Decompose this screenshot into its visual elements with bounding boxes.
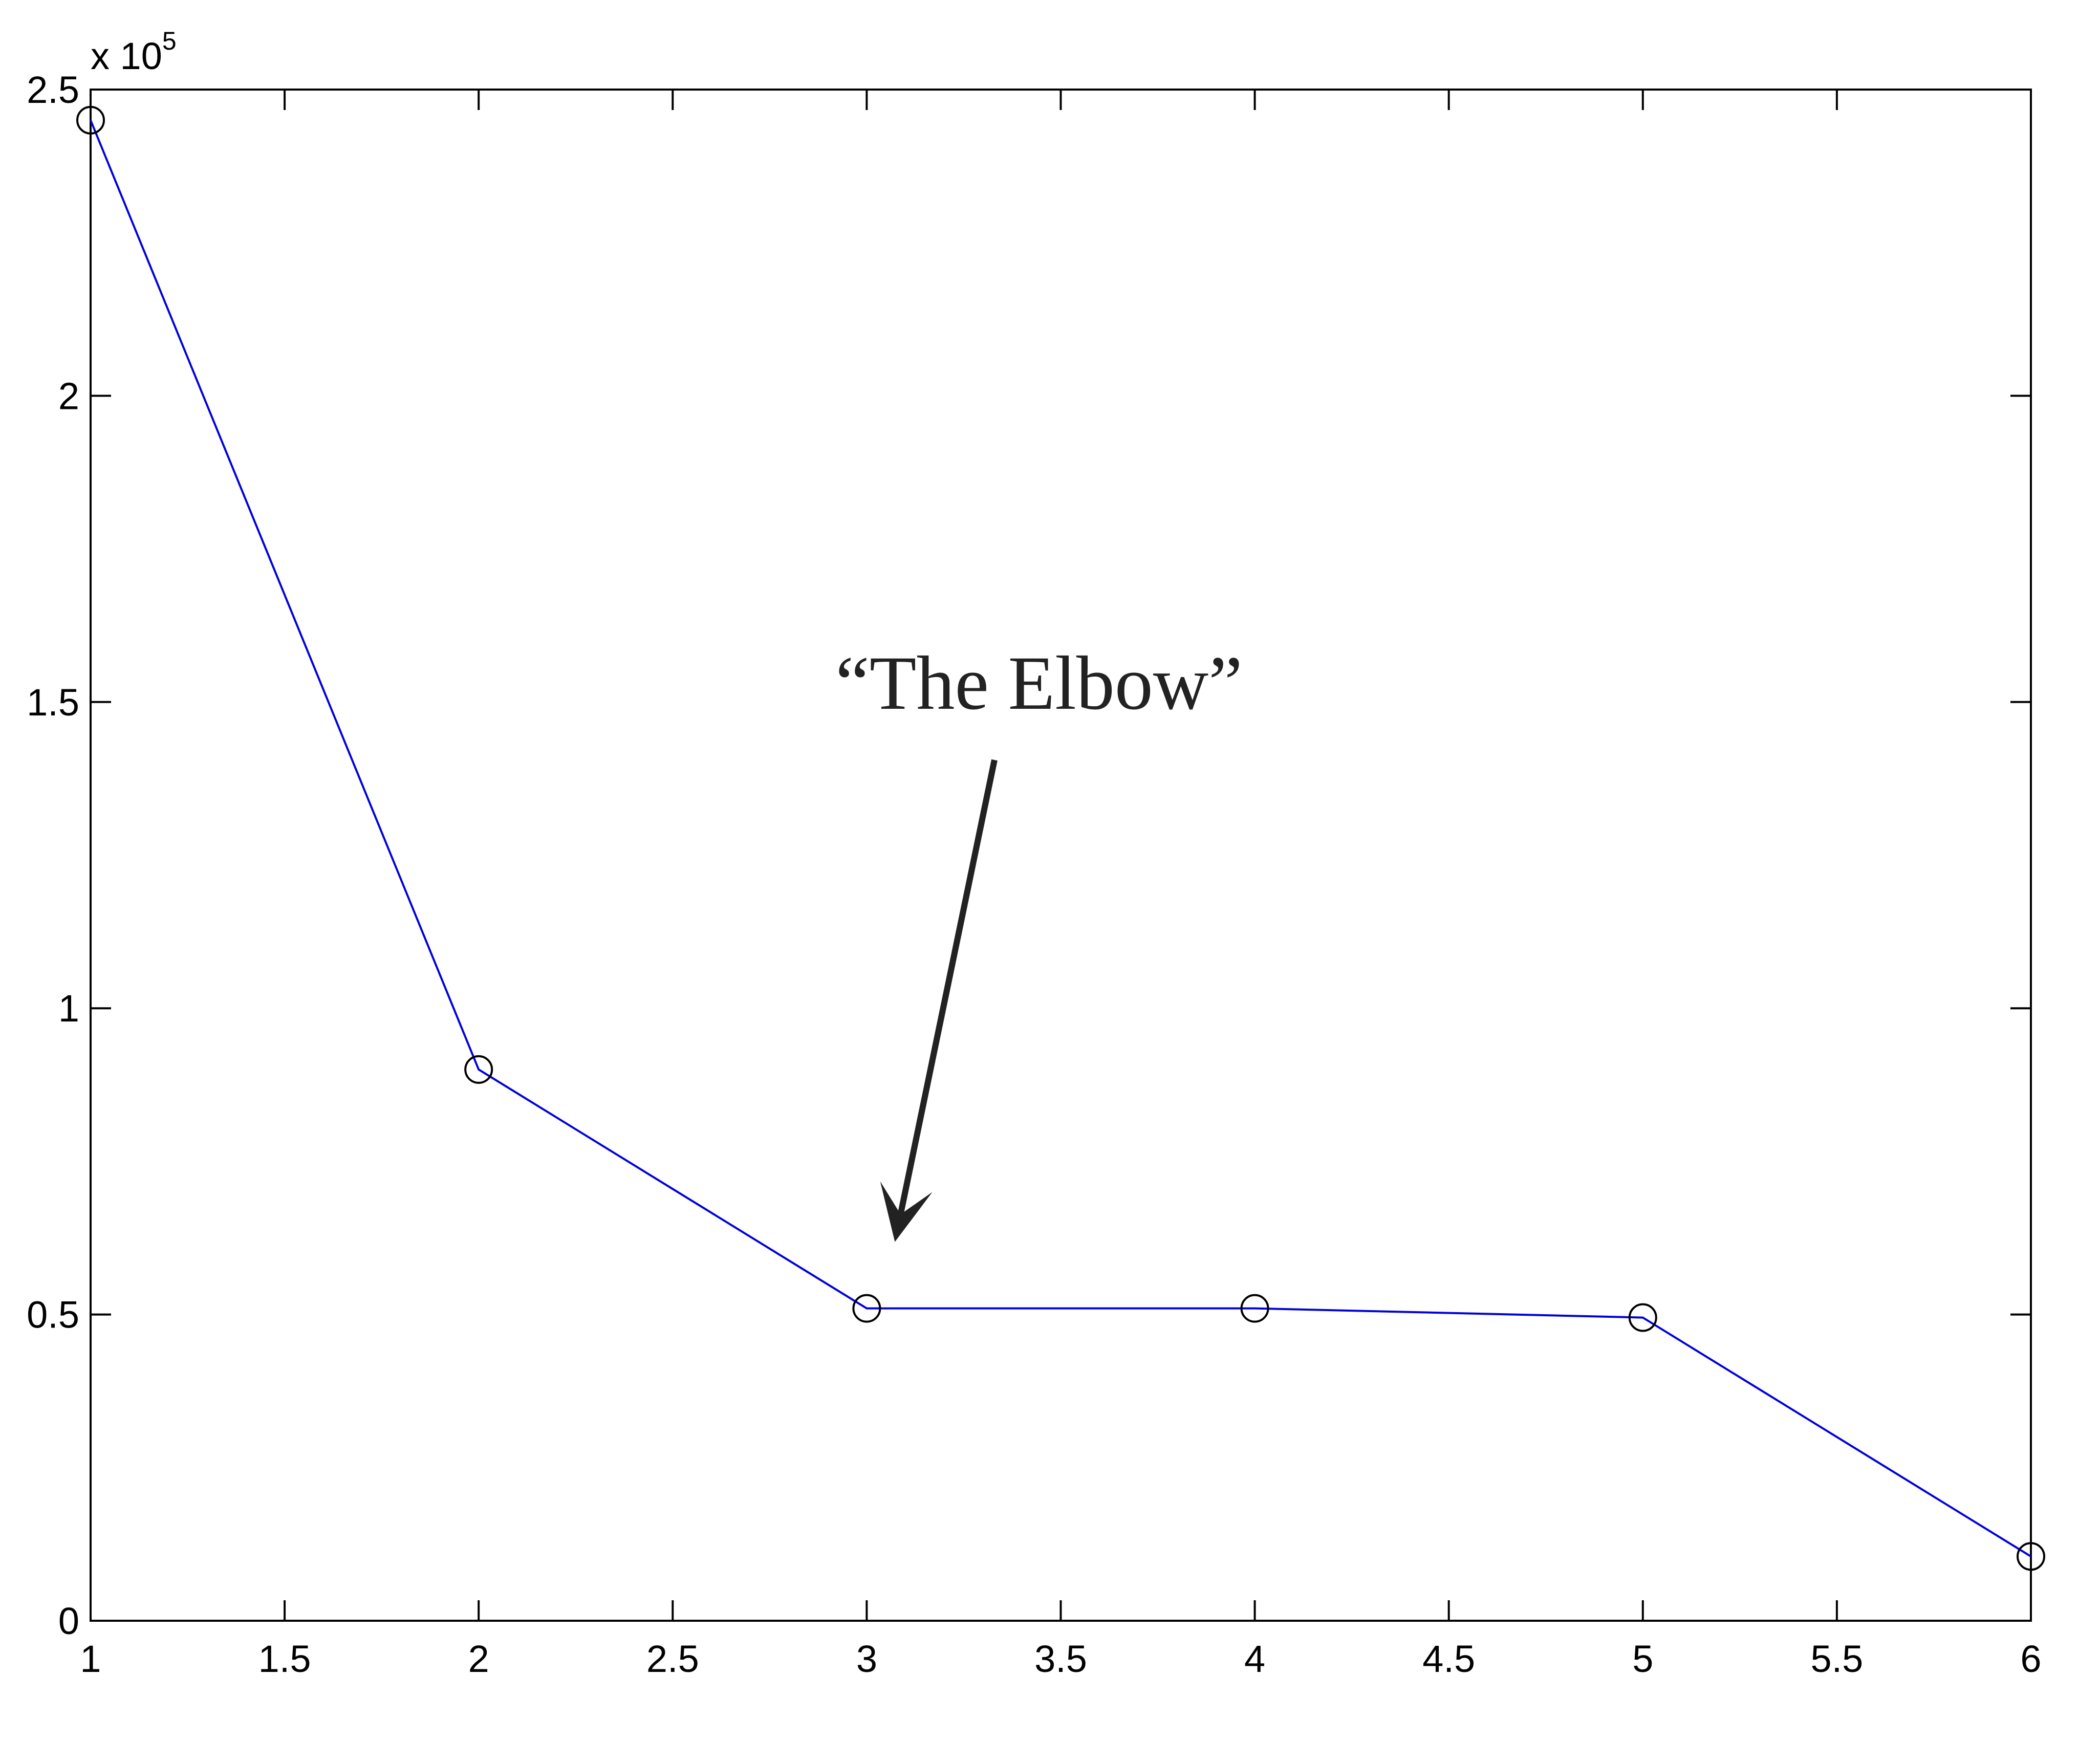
y-tick-label: 2 xyxy=(58,375,79,417)
x-tick-label: 1 xyxy=(80,1638,101,1680)
data-point-marker xyxy=(76,105,105,135)
y-axis-ticks: 0 0.5 1 1.5 2 2.5 xyxy=(27,69,2031,1642)
data-point-marker xyxy=(464,1055,493,1084)
data-point-marker xyxy=(2017,1542,2045,1571)
y-tick-label: 1.5 xyxy=(27,681,79,724)
annotation-arrow-shaft xyxy=(897,759,998,1215)
x-tick-label: 4.5 xyxy=(1422,1638,1475,1680)
data-point-marker xyxy=(1628,1303,1657,1332)
data-point-marker xyxy=(1240,1294,1269,1323)
series-group xyxy=(76,105,2045,1571)
x-tick-label: 4 xyxy=(1244,1638,1265,1680)
x-tick-label: 5 xyxy=(1632,1638,1653,1680)
x-tick-label: 2.5 xyxy=(646,1638,699,1680)
y-tick-label: 2.5 xyxy=(27,69,79,111)
x-tick-label: 3 xyxy=(856,1638,877,1680)
y-axis-multiplier: x 105 xyxy=(91,27,177,77)
x-tick-label: 2 xyxy=(468,1638,489,1680)
x-axis-ticks: 1 1.5 2 2.5 3 3.5 4 4.5 5 5.5 6 xyxy=(80,90,2042,1680)
annotation-arrow-head xyxy=(880,1181,933,1242)
annotation-group: “The Elbow” xyxy=(835,641,1243,1242)
annotation-label: “The Elbow” xyxy=(835,641,1242,726)
x-tick-label: 1.5 xyxy=(258,1638,311,1680)
x-tick-label: 6 xyxy=(2020,1638,2041,1680)
y-tick-label: 0.5 xyxy=(27,1294,79,1336)
x-tick-label: 3.5 xyxy=(1034,1638,1087,1680)
data-point-marker xyxy=(852,1294,881,1323)
x-tick-label: 5.5 xyxy=(1810,1638,1863,1680)
series-line xyxy=(90,120,2032,1558)
y-axis-multiplier-exponent: 5 xyxy=(162,27,177,55)
y-tick-label: 0 xyxy=(58,1600,79,1642)
y-axis-multiplier-base: x 10 xyxy=(91,35,162,77)
y-tick-label: 1 xyxy=(58,987,79,1030)
